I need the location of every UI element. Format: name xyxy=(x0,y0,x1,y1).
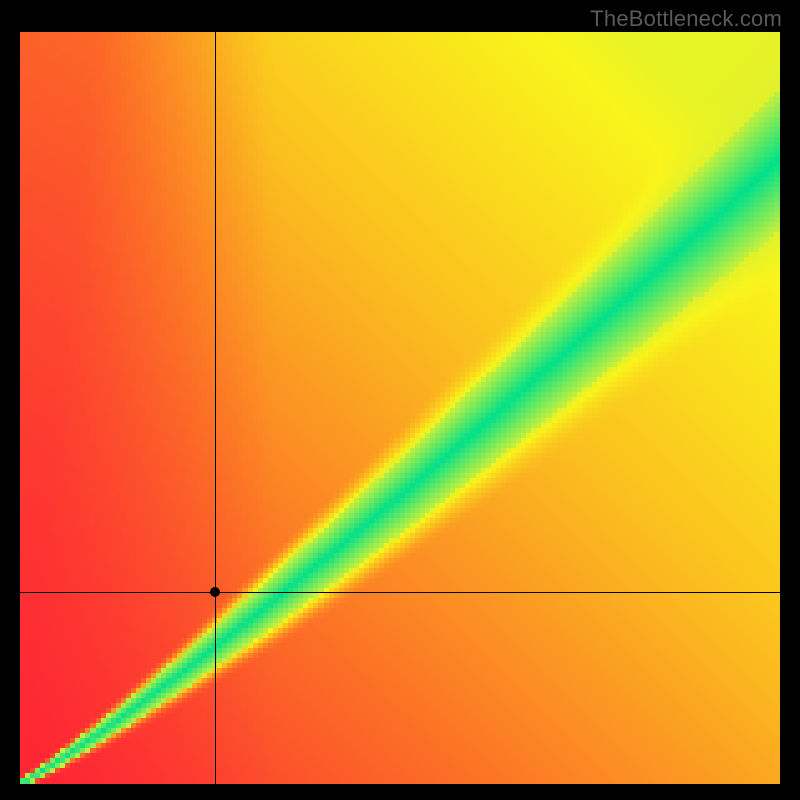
bottleneck-heatmap xyxy=(20,32,780,784)
heatmap-canvas xyxy=(20,32,780,784)
crosshair-marker xyxy=(210,587,220,597)
crosshair-vertical xyxy=(215,32,216,784)
watermark-text: TheBottleneck.com xyxy=(590,6,782,32)
crosshair-horizontal xyxy=(20,592,780,593)
